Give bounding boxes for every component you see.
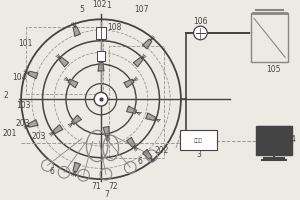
Text: 101: 101	[18, 39, 32, 48]
Text: 106: 106	[193, 17, 208, 26]
Text: 控制器: 控制器	[194, 138, 203, 143]
FancyBboxPatch shape	[96, 27, 106, 39]
Polygon shape	[142, 150, 152, 159]
Polygon shape	[71, 115, 81, 124]
Text: 103: 103	[16, 101, 30, 110]
Bar	[251, 13, 288, 62]
Text: 203: 203	[32, 132, 46, 141]
Text: 6: 6	[50, 167, 55, 176]
Polygon shape	[28, 71, 38, 79]
Polygon shape	[142, 39, 152, 49]
Polygon shape	[73, 26, 80, 36]
Text: 201: 201	[2, 129, 16, 138]
Text: 2: 2	[3, 91, 8, 100]
Text: 202: 202	[154, 146, 169, 155]
Polygon shape	[146, 113, 156, 121]
Text: 3: 3	[196, 150, 201, 159]
Polygon shape	[68, 79, 78, 88]
Text: 102: 102	[92, 0, 106, 9]
Polygon shape	[124, 79, 134, 88]
Text: 104: 104	[12, 73, 26, 82]
Polygon shape	[53, 125, 63, 134]
Polygon shape	[73, 162, 80, 172]
Polygon shape	[127, 137, 135, 147]
Text: 108: 108	[107, 23, 122, 32]
Circle shape	[94, 92, 108, 106]
Polygon shape	[98, 62, 104, 71]
Bar	[256, 126, 292, 155]
Polygon shape	[28, 120, 38, 127]
Text: 105: 105	[266, 65, 281, 74]
Text: 5: 5	[79, 5, 84, 14]
Polygon shape	[134, 57, 143, 67]
Circle shape	[194, 26, 207, 40]
Polygon shape	[103, 127, 109, 136]
Polygon shape	[127, 106, 136, 114]
Text: 107: 107	[135, 5, 149, 14]
Polygon shape	[59, 57, 69, 67]
Text: 1: 1	[106, 1, 111, 10]
Text: 6: 6	[138, 157, 142, 166]
Text: 203: 203	[16, 119, 30, 128]
FancyBboxPatch shape	[180, 130, 217, 150]
Text: 4: 4	[290, 135, 296, 144]
Text: 7: 7	[104, 190, 109, 199]
Text: 72: 72	[108, 182, 118, 191]
Text: 71: 71	[91, 182, 101, 191]
FancyBboxPatch shape	[97, 51, 105, 61]
Bar	[257, 126, 291, 154]
